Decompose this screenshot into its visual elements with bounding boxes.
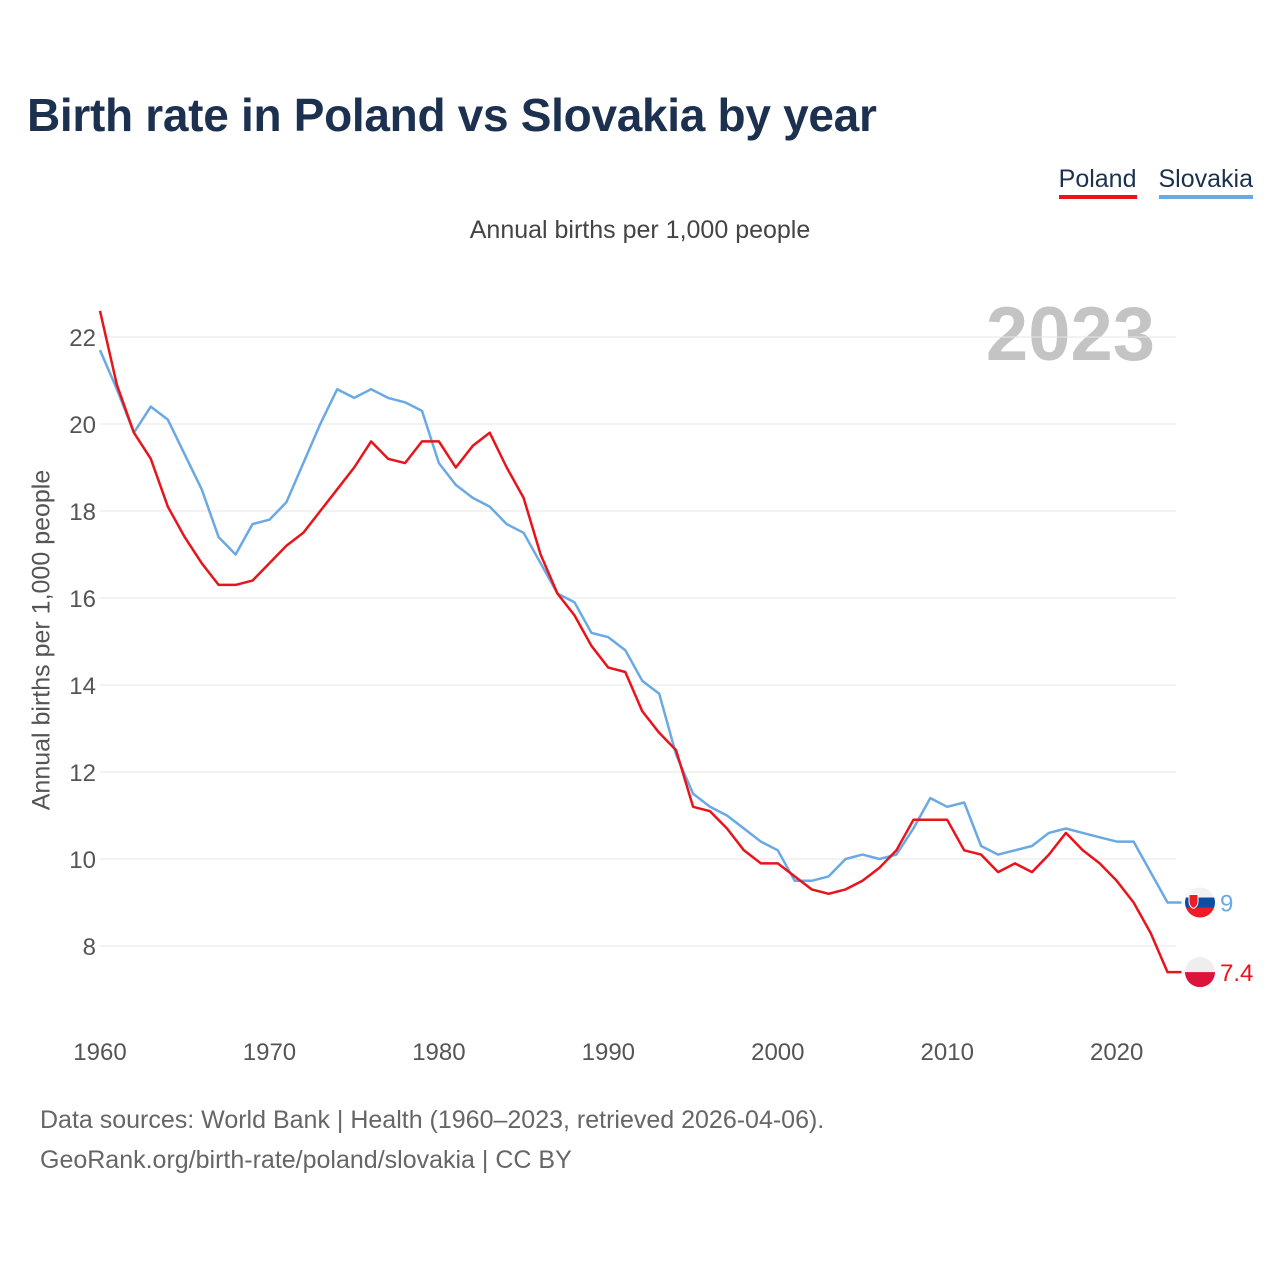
x-tick-label: 1990: [582, 1039, 635, 1066]
year-watermark: 2023: [986, 292, 1155, 377]
flag-red-band: [1185, 972, 1215, 988]
flag-white-band: [1185, 887, 1215, 898]
y-tick-label: 18: [69, 499, 96, 526]
legend-item-slovakia[interactable]: Slovakia: [1158, 166, 1253, 199]
flag-blue-band: [1185, 897, 1215, 908]
chart-subtitle: Annual births per 1,000 people: [469, 216, 811, 244]
x-tick-label: 1960: [73, 1039, 126, 1066]
series-line-slovakia: [98, 349, 1182, 904]
x-tick-label: 1970: [243, 1039, 296, 1066]
x-tick-label: 2020: [1090, 1039, 1143, 1066]
y-tick-label: 12: [69, 760, 96, 787]
slovakia-flag-icon: [1185, 887, 1215, 918]
x-tick-label: 2000: [751, 1039, 804, 1066]
legend-item-poland[interactable]: Poland: [1058, 166, 1137, 199]
chart-title: Birth rate in Poland vs Slovakia by year: [27, 89, 877, 141]
flag-white-band: [1185, 957, 1215, 973]
poland-flag-icon: [1185, 957, 1215, 988]
y-tick-label: 16: [69, 586, 96, 613]
x-tick-label: 1980: [412, 1039, 465, 1066]
end-label-slovakia: 9: [1220, 891, 1233, 918]
end-label-poland: 7.4: [1220, 960, 1253, 987]
flag-coat-of-arms: [1188, 894, 1199, 910]
y-tick-label: 14: [69, 673, 96, 700]
y-tick-label: 10: [69, 847, 96, 874]
y-tick-label: 8: [83, 934, 96, 961]
y-tick-label: 20: [69, 412, 96, 439]
series-line-poland: [98, 310, 1182, 974]
footer-source: Data sources: World Bank | Health (1960–…: [40, 1106, 825, 1134]
flag-red-band: [1185, 907, 1215, 918]
x-tick-label: 2010: [921, 1039, 974, 1066]
y-tick-label: 22: [69, 325, 96, 352]
footer-link[interactable]: GeoRank.org/birth-rate/poland/slovakia |…: [40, 1146, 572, 1174]
legend: Poland Slovakia: [1058, 166, 1253, 199]
